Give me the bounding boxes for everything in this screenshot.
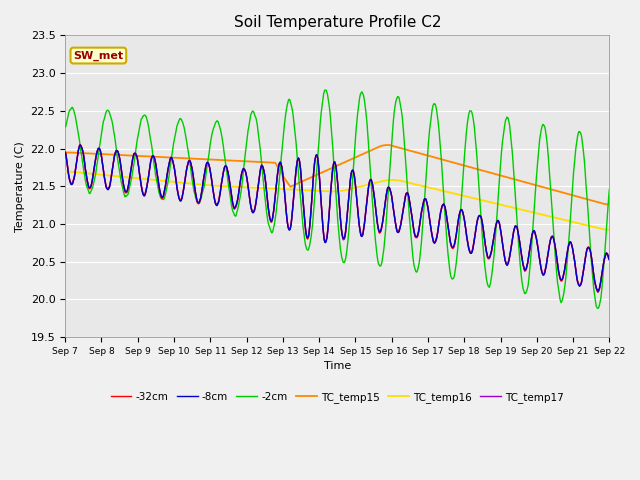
X-axis label: Time: Time (324, 361, 351, 372)
Y-axis label: Temperature (C): Temperature (C) (15, 141, 25, 231)
Legend: -32cm, -8cm, -2cm, TC_temp15, TC_temp16, TC_temp17: -32cm, -8cm, -2cm, TC_temp15, TC_temp16,… (106, 387, 568, 407)
Text: SW_met: SW_met (74, 50, 124, 60)
Title: Soil Temperature Profile C2: Soil Temperature Profile C2 (234, 15, 441, 30)
